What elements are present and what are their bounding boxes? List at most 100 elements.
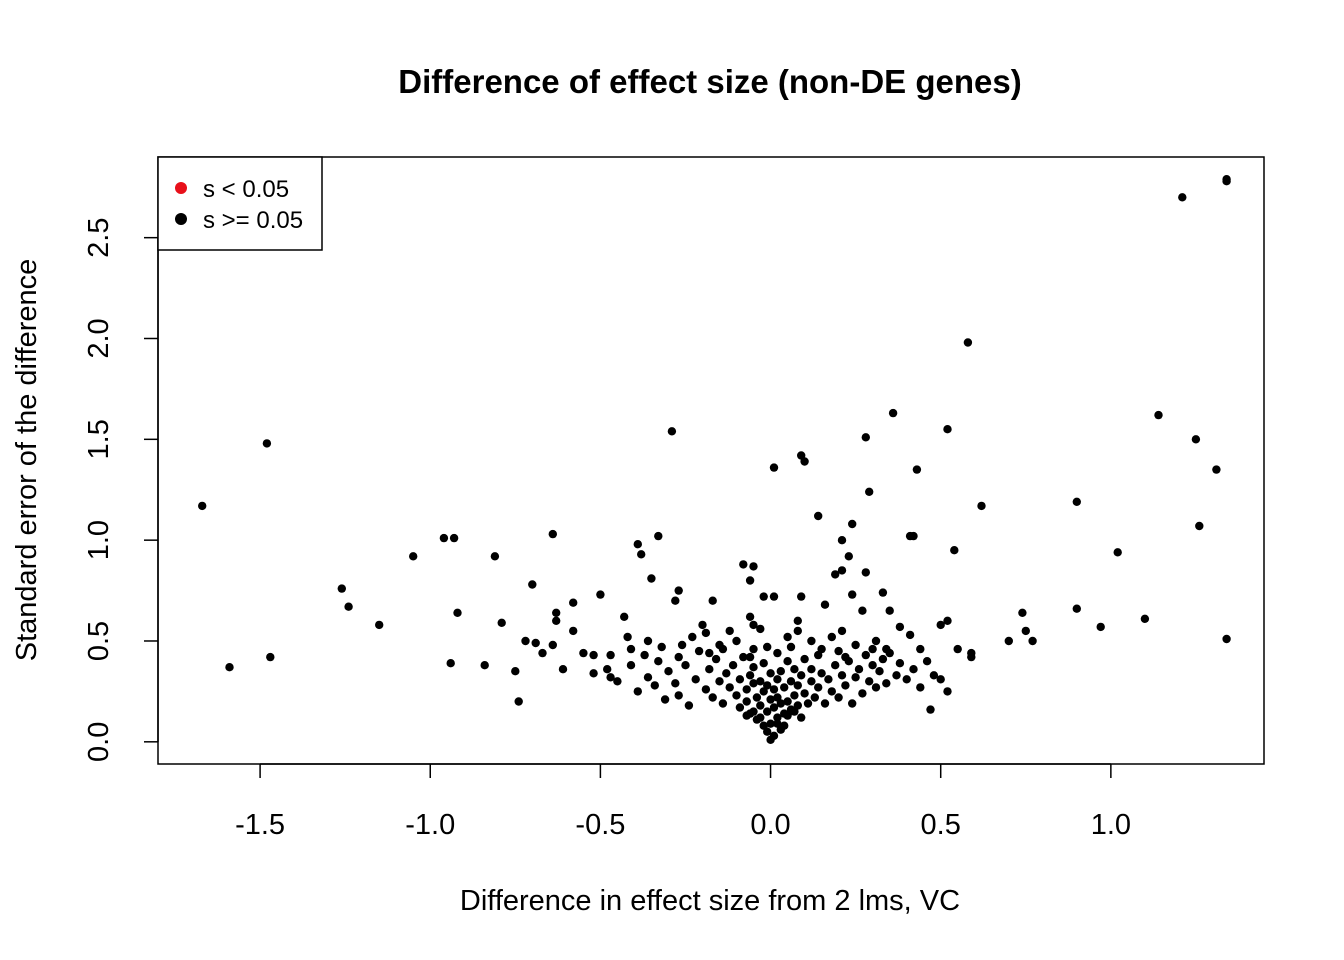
x-tick-label: -1.5: [235, 809, 285, 841]
data-point: [725, 683, 734, 692]
data-point: [548, 640, 557, 650]
data-point: [780, 683, 789, 692]
data-point: [684, 701, 694, 710]
data-point: [793, 626, 802, 636]
data-point: [647, 574, 656, 583]
data-point: [596, 590, 605, 599]
data-point: [950, 546, 959, 555]
data-point: [878, 654, 888, 664]
data-point: [633, 540, 642, 549]
data-point: [878, 588, 888, 597]
data-point: [800, 457, 809, 466]
data-point: [882, 679, 891, 688]
data-point: [786, 677, 796, 686]
y-tick-label: 2.0: [83, 318, 115, 358]
data-point: [875, 667, 884, 676]
data-point: [521, 636, 530, 646]
data-point: [643, 673, 653, 682]
data-point: [603, 665, 612, 674]
data-point: [793, 701, 802, 710]
data-point: [677, 640, 687, 650]
data-point: [511, 667, 520, 676]
data-point: [732, 691, 741, 700]
data-point: [837, 566, 847, 575]
data-point: [848, 519, 857, 529]
data-point: [626, 661, 636, 670]
x-tick-label: 0.0: [750, 809, 790, 841]
data-point: [776, 667, 785, 676]
data-point: [848, 590, 857, 599]
data-point: [623, 632, 632, 642]
data-point: [759, 592, 768, 601]
data-point: [225, 663, 234, 672]
data-point: [841, 652, 850, 662]
data-point: [963, 338, 973, 347]
data-point: [892, 671, 901, 680]
data-point: [569, 626, 578, 636]
data-point: [749, 707, 758, 716]
data-point: [797, 592, 806, 601]
data-point: [480, 661, 489, 670]
data-point: [548, 529, 557, 539]
data-point: [1178, 193, 1187, 202]
data-point: [671, 596, 680, 605]
data-point: [814, 511, 823, 521]
x-axis-label: Difference in effect size from 2 lms, VC: [460, 885, 960, 917]
data-point: [1028, 636, 1037, 646]
data-point: [1072, 497, 1082, 506]
y-tick-label: 0.0: [83, 722, 115, 762]
data-point: [912, 465, 922, 474]
data-point: [531, 638, 540, 648]
data-point: [446, 659, 455, 668]
data-point: [769, 592, 779, 601]
data-point: [820, 600, 830, 609]
data-point: [766, 735, 775, 744]
data-point: [337, 584, 346, 593]
legend: s < 0.05 s >= 0.05: [157, 156, 323, 251]
data-point: [1222, 177, 1231, 186]
data-point: [858, 606, 867, 615]
data-point: [705, 665, 714, 674]
data-point: [773, 648, 782, 658]
data-point: [837, 536, 847, 545]
data-point: [926, 705, 935, 714]
legend-label-significant: s < 0.05: [203, 176, 289, 203]
data-point: [514, 697, 523, 706]
data-point: [735, 703, 745, 712]
data-point: [620, 612, 629, 621]
data-point: [640, 650, 649, 660]
data-point: [837, 626, 847, 636]
data-point: [865, 677, 874, 686]
data-point: [749, 679, 758, 688]
data-point: [783, 657, 792, 666]
y-axis: 0.0 0.5 1.0 1.5 2.0 2.5: [83, 218, 159, 762]
data-point: [756, 677, 765, 686]
data-point: [708, 693, 717, 702]
data-point: [490, 552, 500, 561]
data-point: [868, 661, 877, 670]
data-point: [797, 671, 806, 680]
legend-box: [157, 156, 323, 251]
data-point: [766, 719, 775, 728]
data-point: [439, 533, 449, 543]
data-point: [742, 711, 751, 720]
data-point: [633, 687, 642, 696]
data-point: [827, 687, 836, 696]
data-point: [705, 648, 714, 658]
data-point: [834, 646, 843, 656]
data-point: [827, 632, 836, 642]
data-point: [841, 681, 850, 690]
data-point: [715, 677, 724, 686]
data-point: [1113, 548, 1122, 557]
data-point: [742, 697, 751, 706]
data-point: [409, 552, 418, 561]
data-point: [851, 673, 860, 682]
data-point: [865, 487, 874, 496]
data-point: [783, 697, 792, 706]
data-point: [967, 652, 976, 662]
data-point: [773, 713, 782, 722]
data-point: [637, 550, 646, 559]
data-point: [722, 669, 731, 678]
data-point: [749, 562, 758, 571]
data-point: [936, 675, 945, 684]
